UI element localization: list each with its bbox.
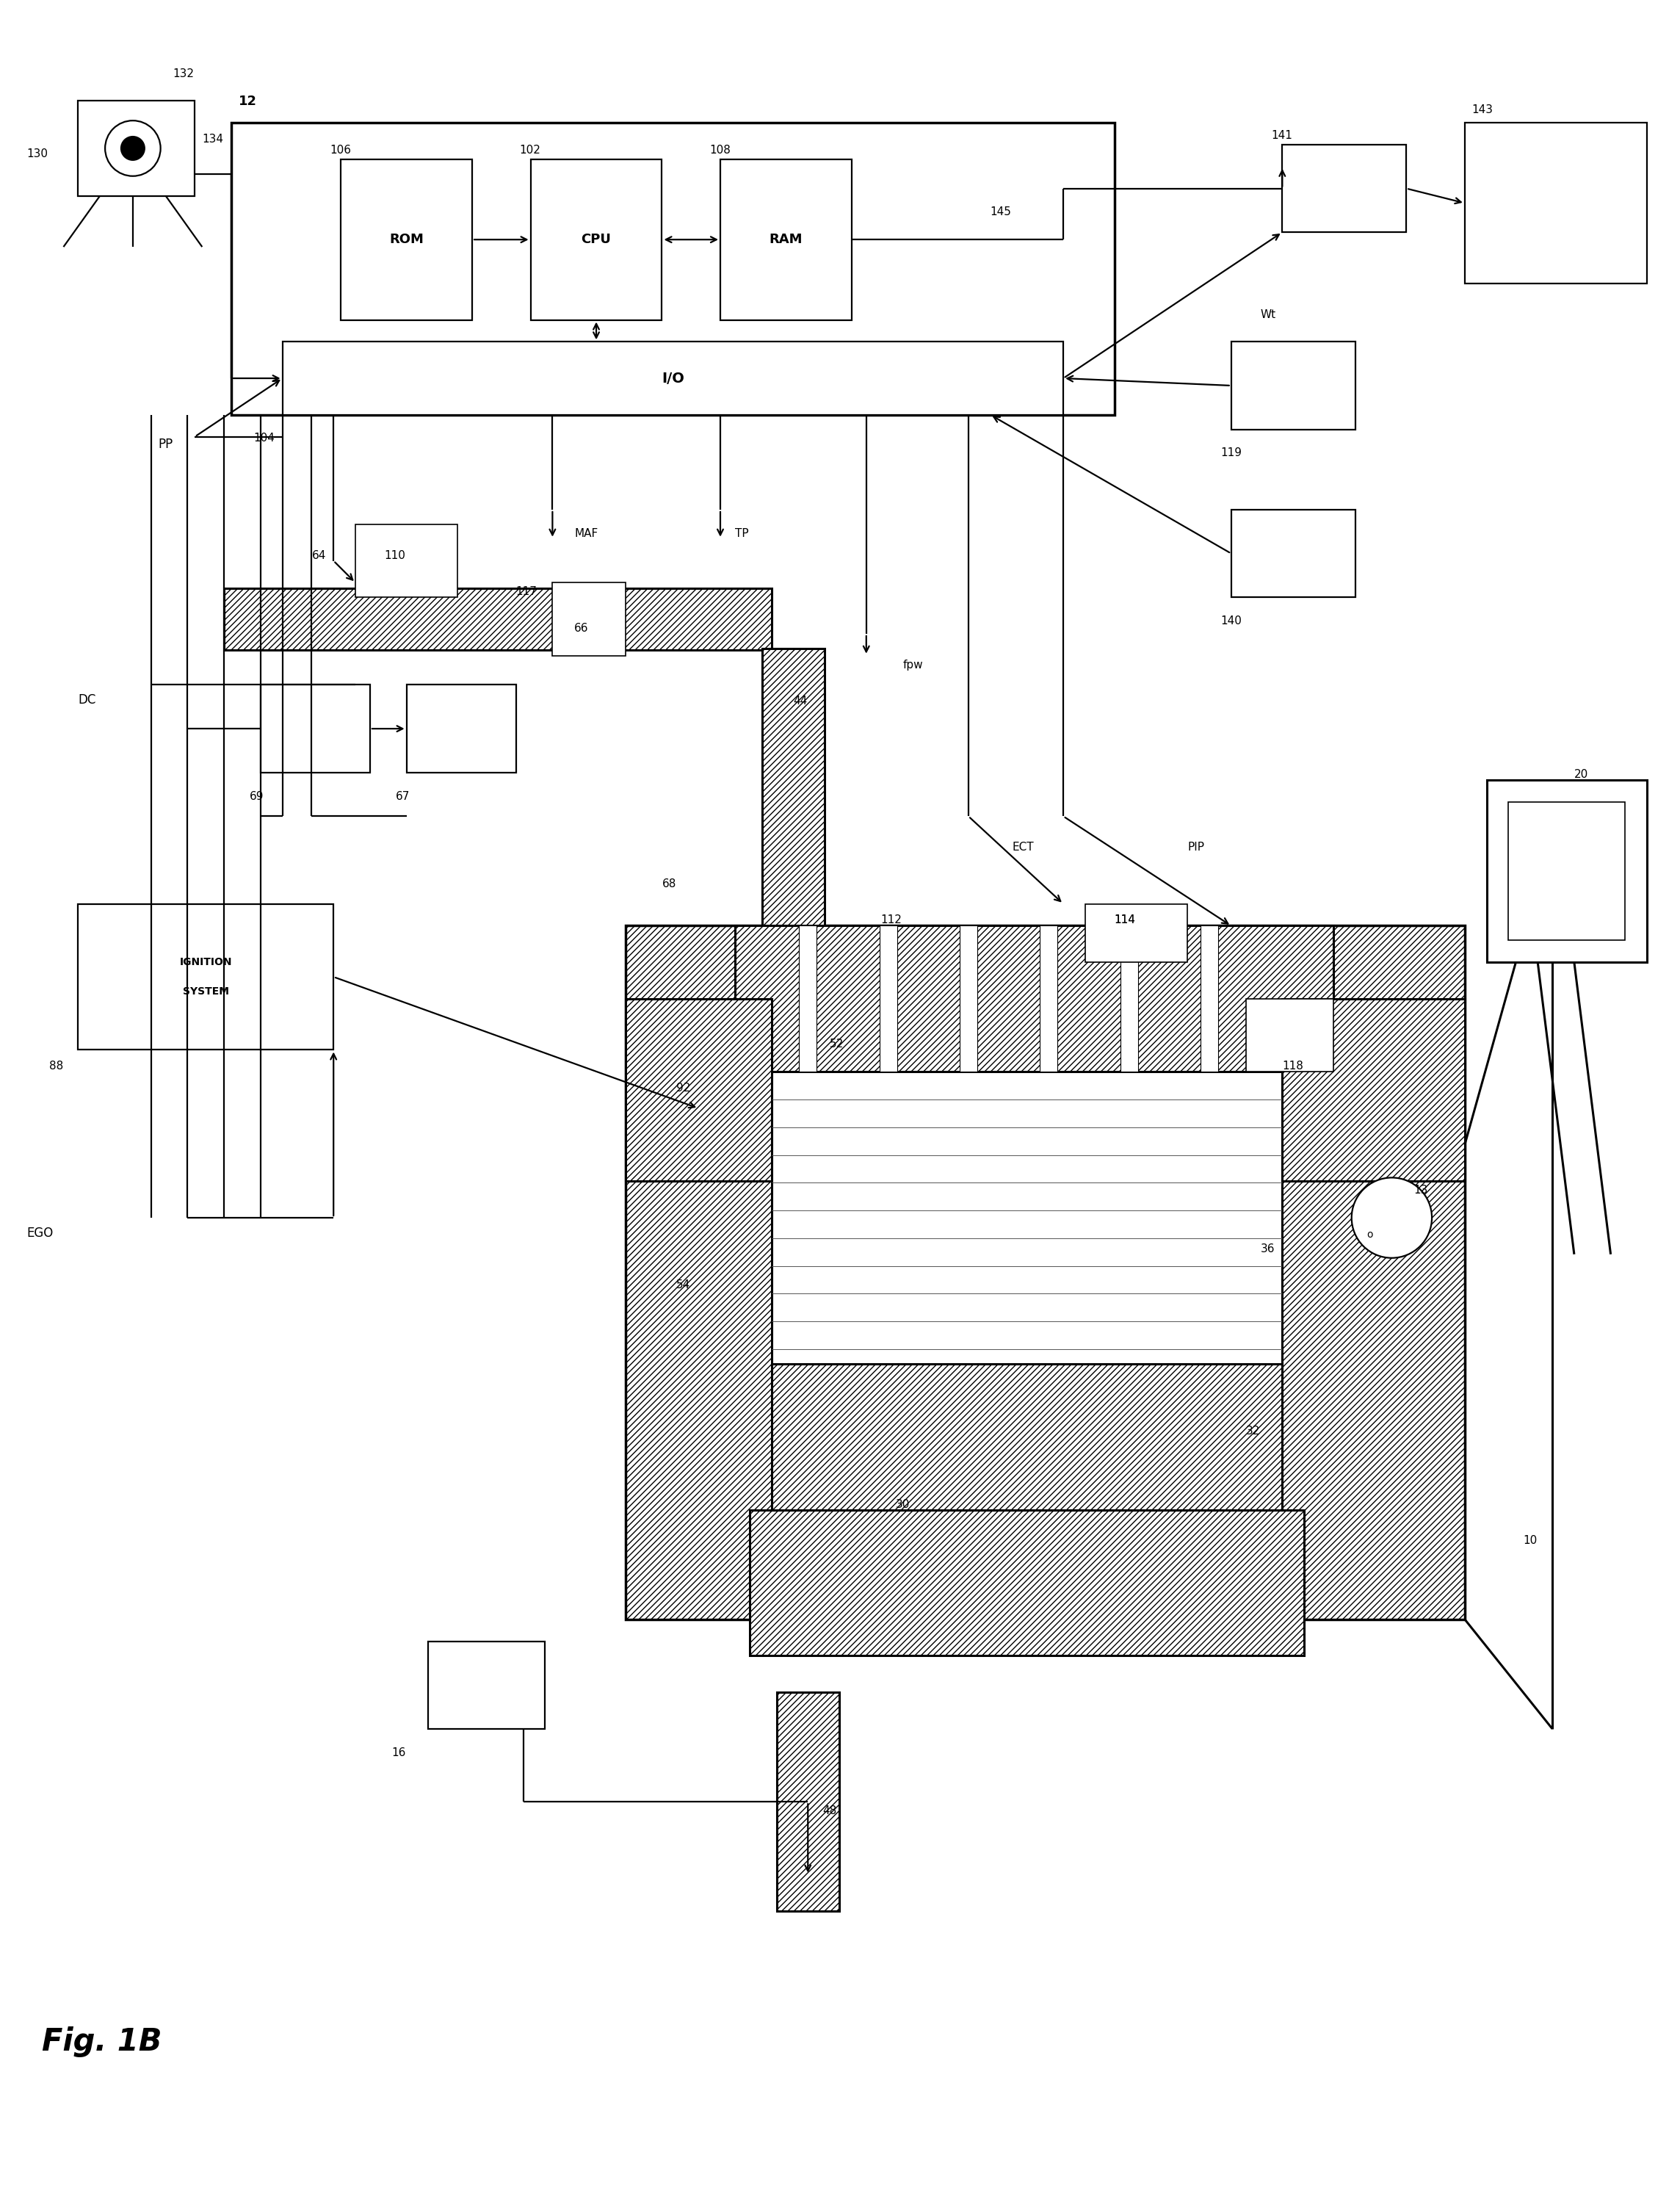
Text: 20: 20 (1574, 769, 1588, 780)
Circle shape (106, 122, 161, 177)
Text: 52: 52 (830, 1039, 843, 1050)
Bar (282, 343, 1063, 415)
Bar (1509, 802, 1625, 941)
Bar (1085, 904, 1188, 961)
Text: 114: 114 (1114, 915, 1136, 926)
Text: 64: 64 (311, 550, 326, 561)
Bar (428, 1642, 544, 1728)
Text: 132: 132 (173, 69, 195, 80)
Bar (356, 524, 457, 597)
Bar (625, 999, 771, 1182)
Bar (1040, 926, 1057, 1072)
Text: SYSTEM: SYSTEM (183, 986, 228, 997)
Text: PIP: PIP (1188, 842, 1205, 853)
Text: 108: 108 (709, 144, 731, 155)
Bar (800, 926, 816, 1072)
Bar (260, 685, 370, 773)
Bar (1487, 780, 1646, 961)
Text: 102: 102 (519, 144, 541, 155)
Text: MAF: MAF (575, 528, 598, 539)
Text: 112: 112 (880, 915, 902, 926)
Text: 114: 114 (1114, 915, 1136, 926)
Text: TP: TP (734, 528, 749, 539)
Bar (77, 904, 334, 1050)
Text: 16: 16 (391, 1746, 407, 1757)
Circle shape (1352, 1178, 1431, 1257)
Text: 143: 143 (1472, 104, 1494, 115)
Text: 88: 88 (49, 1061, 64, 1072)
Bar (721, 159, 852, 320)
Text: 140: 140 (1220, 614, 1242, 625)
Text: CPU: CPU (581, 232, 612, 245)
Text: I/O: I/O (662, 371, 684, 385)
Text: EGO: EGO (27, 1227, 54, 1240)
Text: 36: 36 (1260, 1244, 1275, 1255)
Bar (553, 583, 625, 656)
Bar (1282, 144, 1406, 232)
Text: 44: 44 (793, 696, 808, 707)
Text: DC: DC (77, 694, 96, 707)
Text: fpw: fpw (902, 659, 922, 670)
Text: 145: 145 (990, 208, 1011, 217)
Bar (734, 926, 1334, 1072)
Text: 67: 67 (395, 791, 410, 802)
Circle shape (121, 137, 144, 159)
Text: 134: 134 (202, 133, 223, 144)
Bar (77, 102, 195, 197)
Text: 117: 117 (516, 586, 538, 597)
Bar (407, 685, 516, 773)
Text: o: o (1368, 1229, 1373, 1240)
Text: 13: 13 (1413, 1185, 1428, 1196)
Bar (1465, 124, 1646, 283)
Bar (1231, 511, 1356, 597)
Text: 12: 12 (239, 95, 257, 108)
Text: Fig. 1B: Fig. 1B (42, 2027, 161, 2058)
Bar (1121, 926, 1137, 1072)
Bar (771, 1072, 1282, 1509)
Bar (625, 926, 1465, 1620)
Text: 119: 119 (1220, 449, 1242, 460)
Text: ROM: ROM (390, 232, 423, 245)
Bar (1201, 926, 1218, 1072)
Text: 69: 69 (250, 791, 264, 802)
Text: 54: 54 (677, 1280, 690, 1291)
Text: PP: PP (158, 438, 173, 451)
Text: IGNITION: IGNITION (180, 957, 232, 968)
Bar (879, 926, 897, 1072)
Bar (232, 124, 1114, 415)
Text: 130: 130 (27, 148, 49, 159)
Bar (749, 1509, 1304, 1655)
Text: 10: 10 (1524, 1536, 1537, 1547)
Bar (1231, 343, 1356, 429)
Text: 48: 48 (823, 1806, 837, 1817)
Text: 118: 118 (1282, 1061, 1304, 1072)
Bar (1247, 999, 1334, 1072)
Text: 68: 68 (662, 877, 675, 888)
Text: ECT: ECT (1013, 842, 1033, 853)
Text: 92: 92 (677, 1083, 690, 1094)
Bar (341, 159, 472, 320)
Text: 110: 110 (385, 550, 407, 561)
Text: 104: 104 (254, 433, 274, 444)
Bar (959, 926, 978, 1072)
Bar (776, 1693, 838, 1912)
Text: 106: 106 (329, 144, 351, 155)
Text: Wt: Wt (1260, 309, 1275, 320)
Text: 32: 32 (1247, 1425, 1260, 1436)
Bar (1282, 999, 1465, 1182)
Bar (531, 159, 662, 320)
Text: 141: 141 (1272, 130, 1292, 141)
Text: 66: 66 (575, 623, 588, 634)
Bar (223, 588, 771, 650)
Text: RAM: RAM (769, 232, 803, 245)
Bar (763, 648, 825, 1034)
Bar (771, 1364, 1282, 1509)
Text: 30: 30 (895, 1498, 909, 1509)
